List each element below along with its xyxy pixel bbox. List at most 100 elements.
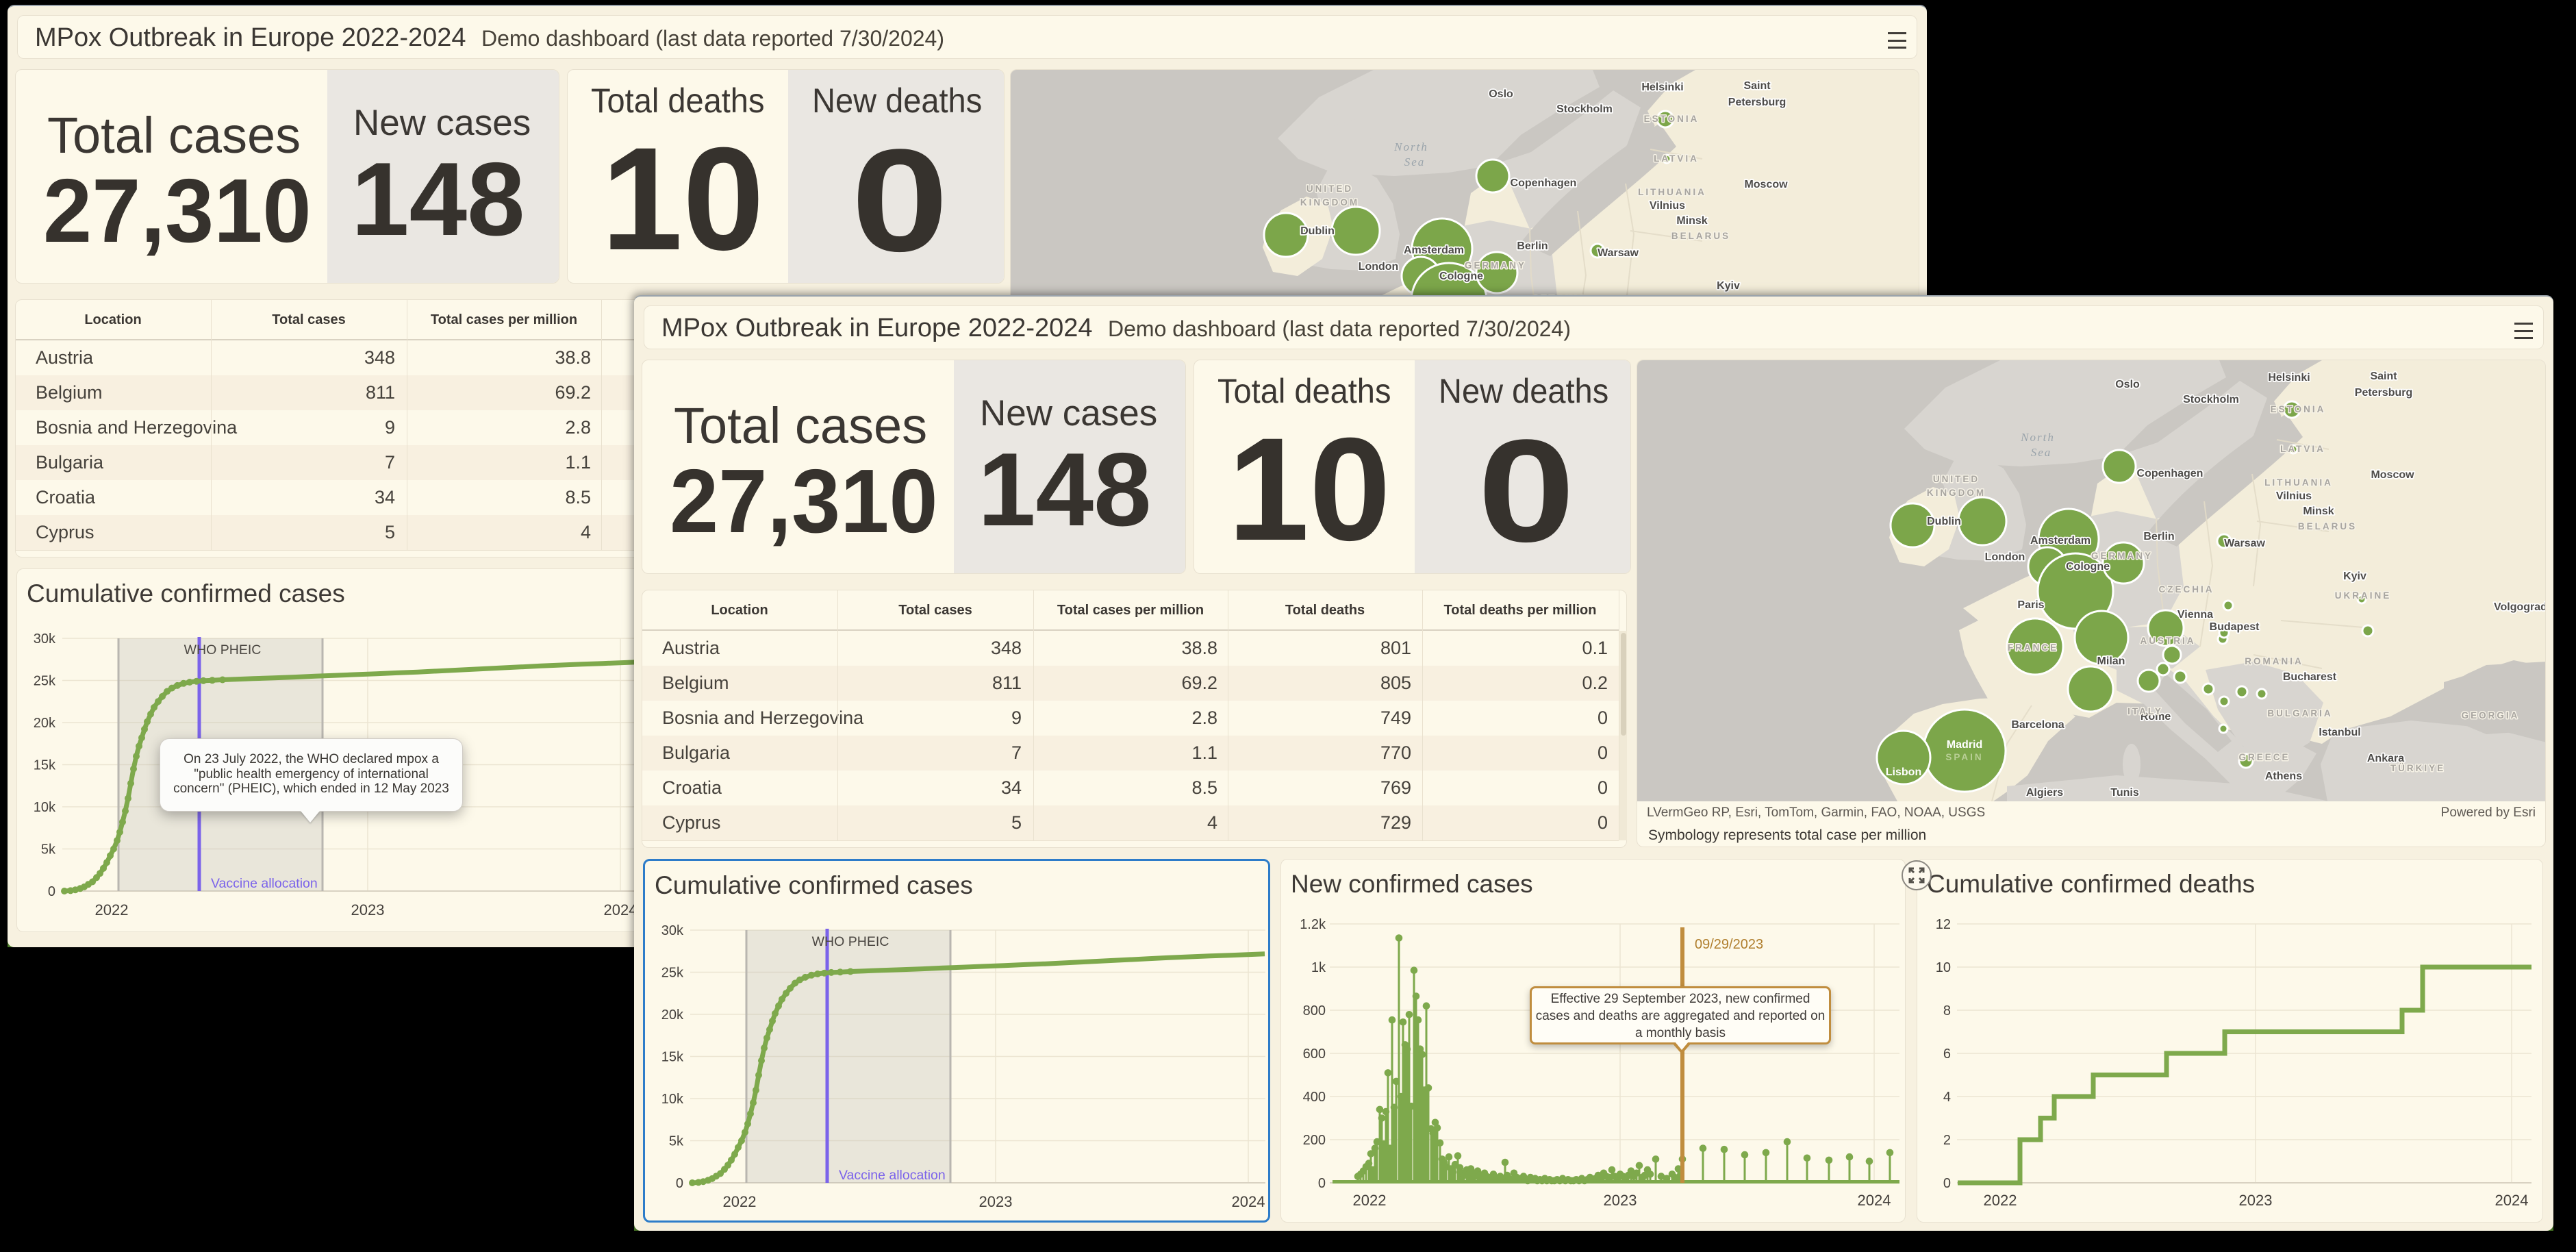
svg-text:Cologne: Cologne: [1439, 271, 1483, 282]
svg-text:2022: 2022: [1984, 1192, 2017, 1209]
svg-text:0: 0: [1943, 1176, 1951, 1191]
svg-text:Tunis: Tunis: [2110, 787, 2139, 799]
svg-text:Stockholm: Stockholm: [2183, 394, 2239, 405]
svg-text:2024: 2024: [604, 901, 637, 918]
svg-text:Athens: Athens: [2265, 771, 2302, 782]
svg-text:GERMANY: GERMANY: [2091, 551, 2153, 561]
svg-text:Minsk: Minsk: [2303, 505, 2334, 517]
svg-text:15k: 15k: [34, 758, 56, 773]
svg-text:KINGDOM: KINGDOM: [1927, 488, 1986, 498]
svg-text:25k: 25k: [661, 966, 684, 981]
svg-text:800: 800: [1303, 1003, 1326, 1018]
svg-text:London: London: [1985, 551, 2025, 563]
svg-text:4: 4: [1943, 1090, 1951, 1105]
svg-text:30k: 30k: [34, 631, 56, 647]
svg-text:10: 10: [1936, 960, 1951, 975]
svg-text:0: 0: [676, 1176, 683, 1191]
svg-text:ROMANIA: ROMANIA: [2245, 656, 2303, 666]
svg-text:20k: 20k: [661, 1007, 684, 1023]
svg-text:1k: 1k: [1311, 960, 1326, 975]
svg-text:Warsaw: Warsaw: [1598, 247, 1639, 259]
svg-text:LATVIA: LATVIA: [1654, 153, 1699, 164]
svg-text:ITALY: ITALY: [2127, 706, 2163, 716]
svg-text:SPAIN: SPAIN: [1945, 752, 1983, 762]
svg-text:600: 600: [1303, 1047, 1326, 1062]
svg-text:0: 0: [48, 884, 55, 899]
svg-text:Kyiv: Kyiv: [2343, 571, 2366, 582]
svg-text:ESTONIA: ESTONIA: [1644, 114, 1700, 124]
svg-text:2022: 2022: [723, 1193, 757, 1210]
svg-text:BELARUS: BELARUS: [1671, 231, 1730, 241]
svg-text:Kyiv: Kyiv: [1717, 280, 1740, 292]
svg-text:2022: 2022: [95, 901, 129, 918]
svg-text:Vilnius: Vilnius: [2276, 490, 2312, 502]
svg-text:Saint: Saint: [1743, 80, 1771, 92]
svg-text:UNITED: UNITED: [1933, 474, 1980, 484]
svg-text:Warsaw: Warsaw: [2224, 538, 2265, 549]
svg-text:ESTONIA: ESTONIA: [2271, 404, 2326, 414]
svg-text:Amsterdam: Amsterdam: [2030, 535, 2091, 547]
svg-text:Rome: Rome: [2141, 711, 2171, 723]
svg-text:Helsinki: Helsinki: [1641, 82, 1683, 93]
svg-text:Ankara: Ankara: [2367, 753, 2404, 764]
svg-text:Sea: Sea: [2031, 446, 2052, 459]
svg-text:London: London: [1359, 261, 1399, 273]
svg-text:Oslo: Oslo: [2115, 379, 2140, 390]
svg-text:09/29/2023: 09/29/2023: [1695, 937, 1763, 952]
svg-text:0: 0: [1318, 1176, 1326, 1191]
svg-text:Cologne: Cologne: [2066, 561, 2110, 573]
svg-text:Petersburg: Petersburg: [2355, 387, 2412, 399]
svg-text:Sea: Sea: [1404, 155, 1426, 168]
svg-text:GERMANY: GERMANY: [1465, 260, 1526, 271]
svg-text:30k: 30k: [661, 923, 684, 938]
svg-text:2023: 2023: [2239, 1192, 2273, 1209]
svg-text:Vaccine allocation: Vaccine allocation: [839, 1168, 946, 1183]
svg-text:Amsterdam: Amsterdam: [1404, 245, 1464, 256]
svg-text:Volgograd: Volgograd: [2494, 601, 2546, 613]
svg-text:LITHUANIA: LITHUANIA: [1638, 187, 1706, 197]
svg-text:WHO PHEIC: WHO PHEIC: [812, 934, 889, 949]
svg-text:5k: 5k: [669, 1134, 684, 1149]
svg-text:CZECHIA: CZECHIA: [2159, 584, 2214, 594]
svg-text:Saint: Saint: [2370, 371, 2397, 382]
svg-text:Paris: Paris: [2017, 599, 2044, 611]
svg-text:UNITED: UNITED: [1306, 184, 1353, 194]
svg-text:LATVIA: LATVIA: [2280, 444, 2325, 454]
svg-text:Dublin: Dublin: [1927, 516, 1961, 527]
svg-text:UKRAINE: UKRAINE: [2335, 590, 2392, 601]
svg-text:Vilnius: Vilnius: [1650, 200, 1685, 212]
svg-text:WHO PHEIC: WHO PHEIC: [184, 642, 262, 658]
svg-text:200: 200: [1303, 1133, 1326, 1148]
svg-text:KINGDOM: KINGDOM: [1300, 197, 1359, 208]
svg-text:Vienna: Vienna: [2177, 609, 2213, 621]
svg-text:Bucharest: Bucharest: [2283, 671, 2337, 683]
svg-text:2023: 2023: [979, 1193, 1013, 1210]
svg-text:2023: 2023: [1604, 1192, 1637, 1209]
svg-text:Barcelona: Barcelona: [2011, 719, 2064, 731]
svg-text:Madrid: Madrid: [1947, 739, 1982, 751]
svg-text:5k: 5k: [41, 842, 56, 857]
svg-text:Moscow: Moscow: [1744, 179, 1788, 190]
svg-text:2024: 2024: [2495, 1192, 2529, 1209]
svg-text:20k: 20k: [34, 716, 56, 731]
svg-text:TÜRKIYE: TÜRKIYE: [2390, 763, 2445, 773]
svg-text:2023: 2023: [351, 901, 385, 918]
svg-text:Istanbul: Istanbul: [2319, 727, 2360, 738]
svg-text:BULGARIA: BULGARIA: [2267, 708, 2332, 718]
svg-text:BELARUS: BELARUS: [2298, 521, 2357, 531]
svg-text:10k: 10k: [661, 1092, 684, 1107]
svg-text:North: North: [2020, 431, 2055, 444]
svg-text:8: 8: [1943, 1003, 1951, 1018]
svg-text:12: 12: [1936, 917, 1951, 932]
svg-text:Vaccine allocation: Vaccine allocation: [211, 876, 318, 891]
svg-text:2022: 2022: [1353, 1192, 1387, 1209]
svg-text:Petersburg: Petersburg: [1728, 97, 1786, 108]
svg-text:Berlin: Berlin: [1517, 240, 1548, 252]
svg-text:Lisbon: Lisbon: [1886, 766, 1921, 778]
svg-text:25k: 25k: [34, 674, 56, 689]
svg-text:400: 400: [1303, 1090, 1326, 1105]
svg-text:Moscow: Moscow: [2371, 469, 2414, 481]
svg-text:Budapest: Budapest: [2210, 621, 2260, 633]
svg-text:AUSTRIA: AUSTRIA: [2141, 636, 2196, 646]
svg-text:Minsk: Minsk: [1676, 215, 1707, 227]
